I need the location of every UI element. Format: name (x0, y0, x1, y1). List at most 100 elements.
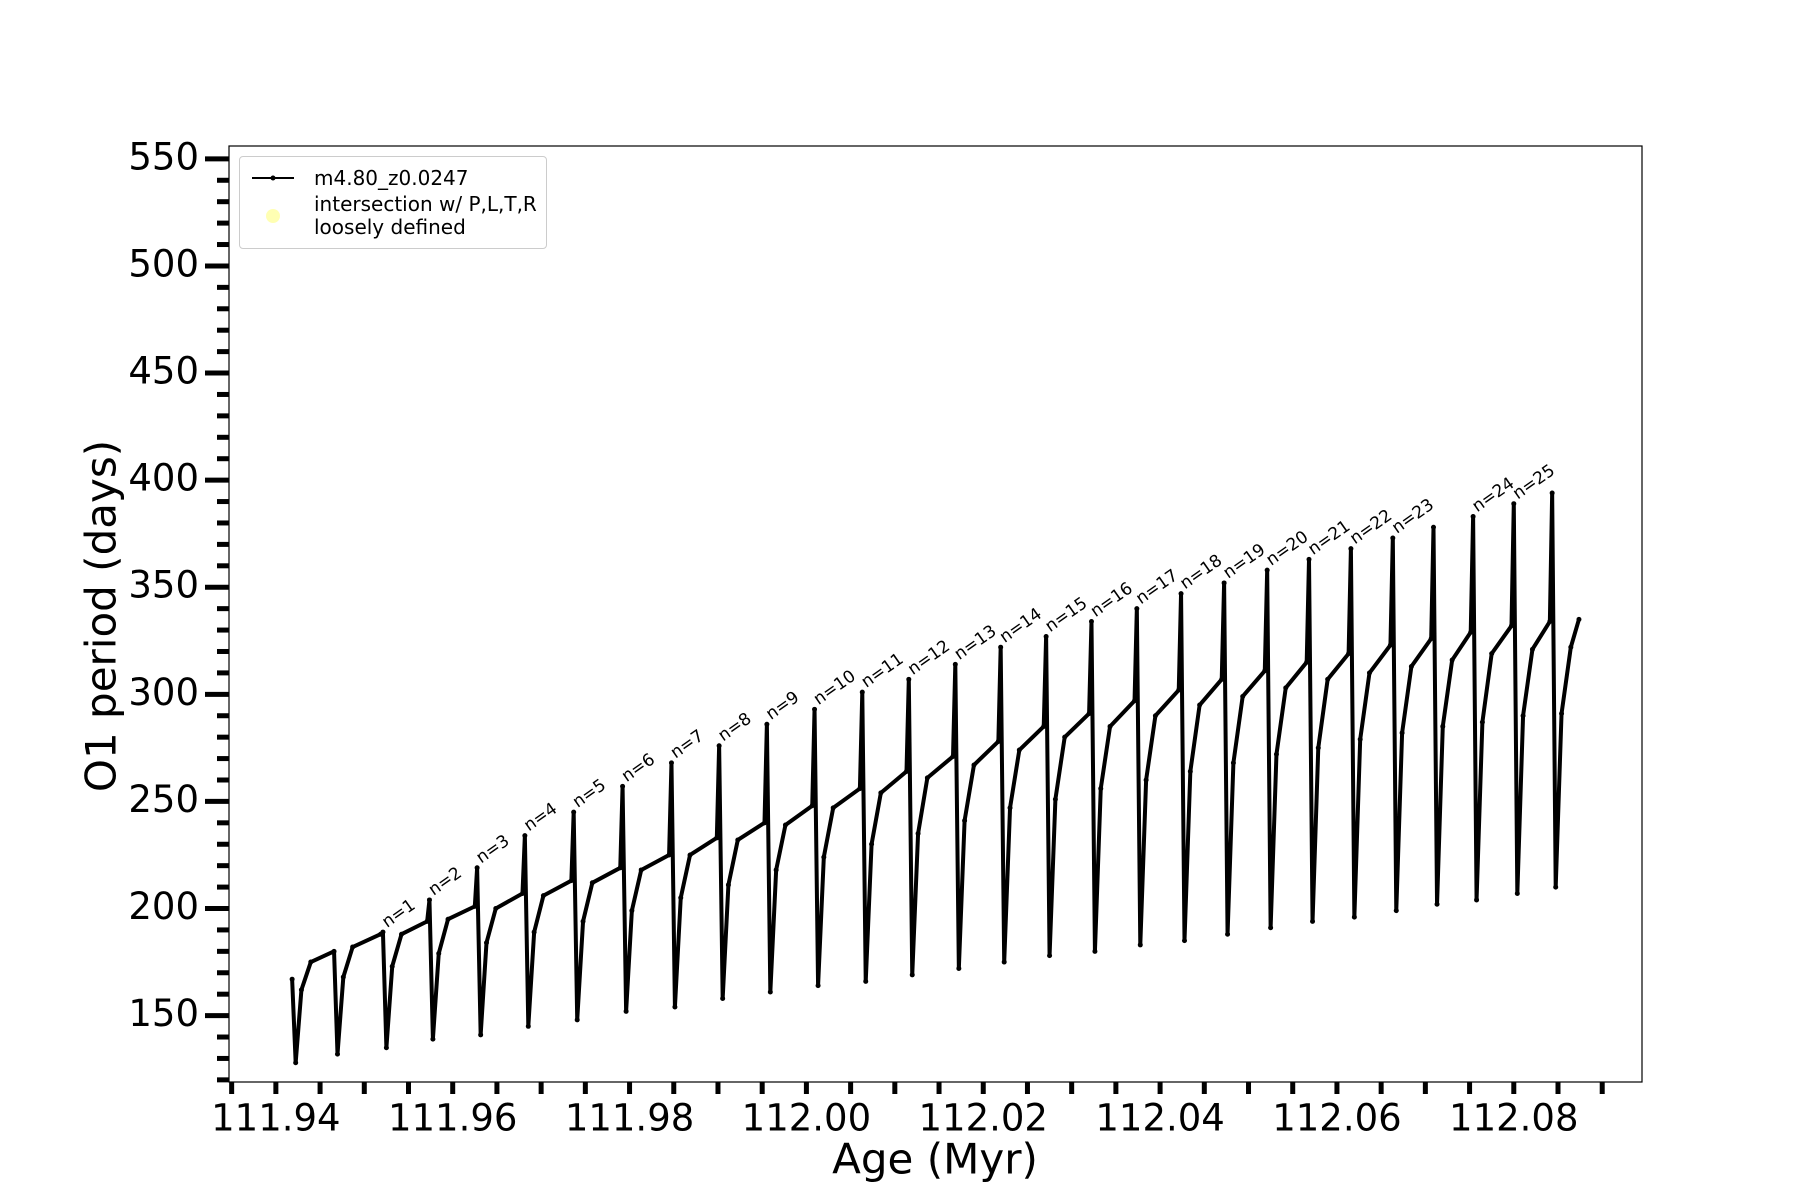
annotation: n=10 (810, 666, 860, 709)
x-tick-label: 112.08 (1449, 1097, 1578, 1140)
data-point (1357, 736, 1363, 742)
data-point (672, 1004, 678, 1010)
data-point (519, 891, 525, 897)
data-point (1221, 580, 1227, 586)
data-point (735, 837, 741, 843)
data-point (915, 831, 921, 837)
data-point (589, 880, 595, 886)
data-point (725, 882, 731, 888)
data-point (1264, 567, 1270, 573)
data-point (1052, 796, 1058, 802)
data-point (1107, 723, 1113, 729)
data-point (1508, 623, 1514, 629)
x-axis-label: Age (Myr) (832, 1135, 1038, 1184)
data-point (1041, 723, 1047, 729)
data-point (1553, 884, 1559, 890)
data-point (878, 790, 884, 796)
annotation: n=6 (618, 750, 659, 787)
data-point (720, 995, 726, 1001)
annotation: n=3 (473, 831, 514, 868)
data-point (859, 689, 865, 695)
y-axis-label: O1 period (days) (77, 440, 126, 792)
annotation: n=24 (1469, 473, 1519, 516)
data-point (956, 965, 962, 971)
data-point (436, 950, 442, 956)
legend-label: m4.80_z0.0247 (314, 165, 469, 190)
data-point (1474, 897, 1480, 903)
data-point (962, 818, 968, 824)
x-tick-label: 111.94 (211, 1097, 340, 1140)
data-point (1043, 633, 1049, 639)
data-point (1351, 914, 1357, 920)
data-point (1273, 751, 1279, 757)
annotation: n=20 (1263, 527, 1313, 570)
data-point (1440, 723, 1446, 729)
annotation: n=5 (569, 775, 610, 812)
data-point (478, 1032, 484, 1038)
data-point (903, 768, 909, 774)
data-point (863, 978, 869, 984)
y-tick-label: 300 (128, 671, 199, 714)
data-point (950, 753, 956, 759)
data-point (1399, 730, 1405, 736)
data-point (474, 865, 480, 871)
data-point (764, 721, 770, 727)
legend-entry: m4.80_z0.0247 (248, 166, 537, 190)
data-point (761, 820, 767, 826)
data-point (1529, 646, 1535, 652)
data-point (389, 963, 395, 969)
data-point (1408, 663, 1414, 669)
data-line (290, 490, 1581, 1065)
data-point (1092, 948, 1098, 954)
data-point (1511, 501, 1517, 507)
data-point (1346, 651, 1352, 657)
data-point (716, 743, 722, 749)
data-point (483, 940, 489, 946)
data-point (1470, 514, 1476, 520)
data-point (1007, 805, 1013, 811)
data-point (1325, 676, 1331, 682)
data-point (1393, 908, 1399, 914)
data-point (522, 833, 528, 839)
data-point (1559, 711, 1565, 717)
data-point (1262, 668, 1268, 674)
data-point (869, 841, 875, 847)
data-point (1240, 693, 1246, 699)
data-point (1310, 918, 1316, 924)
legend-marker (270, 175, 276, 181)
data-point (815, 983, 821, 989)
data-point (293, 1060, 299, 1066)
annotation: n=17 (1132, 566, 1182, 609)
annotation: n=9 (762, 687, 803, 724)
x-tick-label: 111.98 (565, 1097, 694, 1140)
data-point (1152, 713, 1158, 719)
data-point (331, 948, 337, 954)
data-point (1001, 959, 1007, 965)
data-point (308, 959, 314, 965)
legend-key (266, 209, 280, 223)
data-point (1514, 891, 1520, 897)
data-point (568, 878, 574, 884)
data-point (678, 895, 684, 901)
data-point (1230, 760, 1236, 766)
annotation: n=14 (996, 604, 1046, 647)
data-point (998, 644, 1004, 650)
data-point (334, 1051, 340, 1057)
data-point (493, 906, 499, 912)
data-point (620, 783, 626, 789)
data-point (668, 760, 674, 766)
data-point (830, 805, 836, 811)
data-point (1098, 786, 1104, 792)
data-point (540, 893, 546, 899)
data-point (1306, 556, 1312, 562)
data-point (1547, 618, 1553, 624)
annotation: n=8 (715, 709, 756, 746)
data-point (1181, 938, 1187, 944)
data-point (350, 944, 356, 950)
data-point (1268, 925, 1274, 931)
plot-frame (228, 145, 1643, 1083)
data-point (399, 931, 405, 937)
data-point (1387, 642, 1393, 648)
